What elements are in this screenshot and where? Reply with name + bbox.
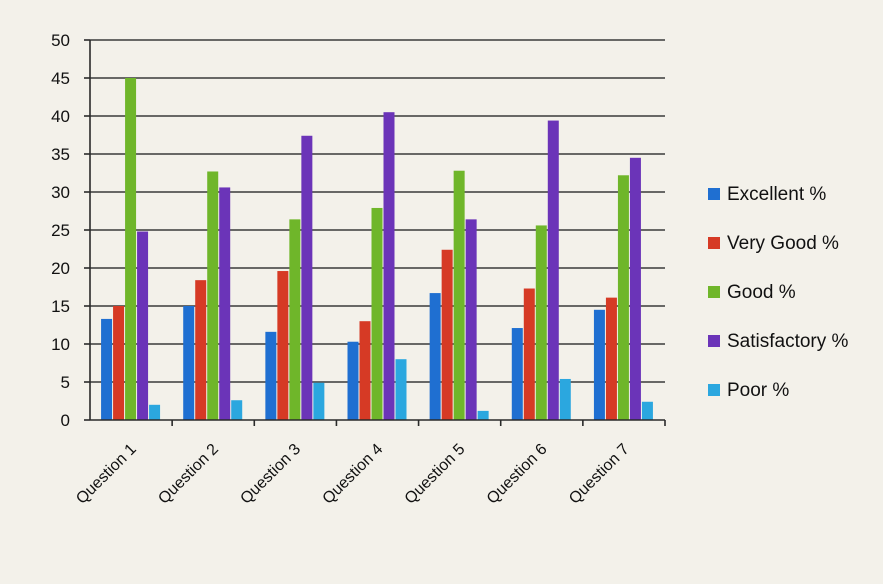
bar	[477, 410, 489, 420]
y-tick-label: 30	[51, 183, 70, 202]
y-tick-label: 10	[51, 335, 70, 354]
bar	[383, 112, 395, 420]
bar	[231, 400, 243, 420]
y-tick-label: 35	[51, 145, 70, 164]
bar	[617, 175, 629, 420]
legend: Excellent % Very Good % Good % Satisfactory…	[708, 184, 849, 401]
x-category-label: Question 1	[73, 441, 140, 508]
legend-label: Very Good %	[727, 233, 839, 254]
y-tick-label: 45	[51, 69, 70, 88]
bar	[547, 120, 559, 420]
bar	[395, 359, 407, 420]
legend-label: Excellent %	[727, 184, 826, 205]
bar	[101, 318, 113, 420]
bar	[629, 157, 641, 421]
bar	[125, 78, 137, 420]
bar	[301, 135, 313, 420]
legend-swatch	[708, 237, 720, 249]
bar	[465, 219, 477, 420]
bar	[195, 280, 207, 420]
bar	[149, 404, 161, 420]
x-category-label: Question 6	[484, 441, 551, 508]
bar	[137, 231, 149, 420]
x-category-label: Question 5	[402, 441, 469, 508]
bar	[559, 378, 571, 420]
bars	[101, 78, 653, 421]
x-category-label: Question 7	[566, 441, 633, 508]
bar	[289, 219, 301, 420]
bar	[429, 293, 441, 420]
legend-label: Poor %	[727, 380, 789, 401]
bar	[453, 170, 465, 420]
bar	[641, 401, 653, 420]
bar	[219, 187, 231, 420]
bar	[371, 207, 383, 420]
y-tick-label: 15	[51, 297, 70, 316]
bar	[183, 306, 195, 420]
x-category-label: Question 2	[155, 441, 222, 508]
y-tick-label: 20	[51, 259, 70, 278]
y-tick-label: 0	[61, 411, 70, 430]
legend-label: Good %	[727, 282, 796, 303]
bar	[359, 321, 371, 420]
legend-swatch	[708, 384, 720, 396]
legend-swatch	[708, 188, 720, 200]
bar	[523, 288, 535, 420]
y-tick-label: 25	[51, 221, 70, 240]
bar	[347, 341, 359, 420]
bar	[113, 306, 125, 420]
legend-swatch	[708, 286, 720, 298]
legend-swatch	[708, 335, 720, 347]
bar	[593, 309, 605, 420]
bar	[277, 271, 289, 420]
x-category-label: Question 3	[237, 441, 304, 508]
bar	[207, 171, 219, 420]
y-axis-ticks: 0 5 10 15 20 25 30 35 40 45 50	[51, 31, 90, 430]
bar	[535, 225, 547, 420]
x-axis-categories: Question 1 Question 2 Question 3 Question 4…	[73, 420, 666, 508]
y-tick-label: 5	[61, 373, 70, 392]
bar	[511, 328, 523, 420]
bar	[441, 249, 453, 420]
x-category-label: Question 4	[320, 441, 387, 508]
y-tick-label: 40	[51, 107, 70, 126]
bar	[605, 297, 617, 420]
legend-label: Satisfactory %	[727, 331, 849, 352]
y-tick-label: 50	[51, 31, 70, 50]
bar	[265, 331, 277, 420]
bar	[313, 382, 325, 420]
